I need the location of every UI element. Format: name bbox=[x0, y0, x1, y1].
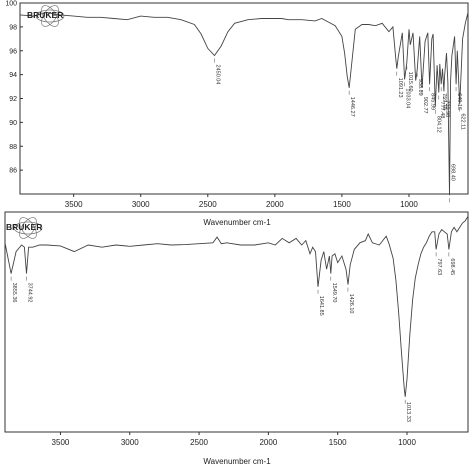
peak-label: 804.12 bbox=[435, 116, 441, 133]
y-tick-label: 86 bbox=[9, 168, 17, 175]
x-tick-label: 1500 bbox=[329, 438, 347, 447]
spectrum-panel-top: 100 98 96 94 92 90 88 86 3500 3000 2500 2000 1500 10… bbox=[5, 1, 469, 227]
peak-label: 3855.36 bbox=[11, 283, 17, 303]
logo-text: BRUKER bbox=[27, 10, 63, 20]
x-tick-label: 1000 bbox=[398, 438, 416, 447]
y-tick-label: 88 bbox=[9, 144, 17, 151]
peak-label: 1641.85 bbox=[318, 296, 324, 316]
x-tick-label: 3000 bbox=[132, 200, 150, 209]
x-axis-ticks: 3500 3000 2500 2000 1500 1000 bbox=[52, 432, 416, 447]
peak-label: 1033.04 bbox=[405, 88, 411, 108]
peak-label: 739.98 bbox=[444, 100, 450, 117]
y-tick-label: 96 bbox=[9, 48, 17, 55]
y-tick-label: 92 bbox=[9, 96, 17, 103]
bruker-logo: BRUKER bbox=[6, 217, 42, 239]
peak-label: 759.78 bbox=[441, 93, 447, 110]
peak-label: 1549.70 bbox=[331, 283, 337, 303]
bruker-logo: BRUKER bbox=[27, 5, 65, 27]
peak-label: 845.99 bbox=[430, 93, 436, 110]
peak-label: 938.89 bbox=[417, 79, 423, 96]
y-axis-ticks: 100 98 96 94 92 90 88 86 bbox=[5, 1, 23, 175]
peak-label: 1426.10 bbox=[348, 294, 354, 314]
x-tick-label: 2000 bbox=[259, 438, 277, 447]
logo-text: BRUKER bbox=[6, 222, 42, 232]
peak-label: 2450.04 bbox=[214, 65, 220, 85]
x-tick-label: 2500 bbox=[199, 200, 217, 209]
peak-label: 1091.23 bbox=[397, 78, 403, 98]
x-tick-label: 1500 bbox=[333, 200, 351, 209]
y-tick-label: 98 bbox=[9, 24, 17, 31]
spectrum-line bbox=[4, 216, 469, 397]
x-axis-label: Wavenumber cm-1 bbox=[203, 218, 271, 227]
peak-label: 797.63 bbox=[436, 258, 442, 275]
plot-frame bbox=[4, 211, 469, 433]
x-axis-ticks: 3500 3000 2500 2000 1500 1000 bbox=[65, 194, 418, 209]
x-axis-label: Wavenumber cm-1 bbox=[203, 457, 271, 466]
spectrum-panel-bottom: 3500 3000 2500 2000 1500 1000 3855.36 3744.92 1… bbox=[4, 211, 469, 466]
peak-label: 698.45 bbox=[449, 258, 455, 275]
peak-label: 698.40 bbox=[449, 164, 455, 181]
peak-label: 622.11 bbox=[460, 113, 466, 129]
x-tick-label: 2500 bbox=[190, 438, 208, 447]
y-tick-label: 94 bbox=[9, 72, 17, 79]
spectrum-line bbox=[19, 12, 469, 196]
peak-label: 1015.60 bbox=[407, 72, 413, 92]
x-tick-label: 3500 bbox=[52, 438, 70, 447]
x-tick-label: 3500 bbox=[65, 200, 83, 209]
y-tick-label: 90 bbox=[9, 120, 17, 127]
peak-label: 649.16 bbox=[456, 93, 462, 110]
peak-label: 3744.92 bbox=[26, 283, 32, 303]
peak-label: 1013.33 bbox=[405, 402, 411, 422]
peak-label: 777.48 bbox=[439, 102, 445, 119]
x-tick-label: 1000 bbox=[400, 200, 418, 209]
peak-labels: 3855.36 3744.92 1641.85 1549.70 1426.10 1013.… bbox=[10, 252, 455, 422]
x-tick-label: 2000 bbox=[266, 200, 284, 209]
peak-label: 1446.27 bbox=[349, 97, 355, 117]
y-tick-label: 100 bbox=[5, 1, 17, 8]
peak-label: 902.77 bbox=[422, 97, 428, 114]
x-tick-label: 3000 bbox=[121, 438, 139, 447]
